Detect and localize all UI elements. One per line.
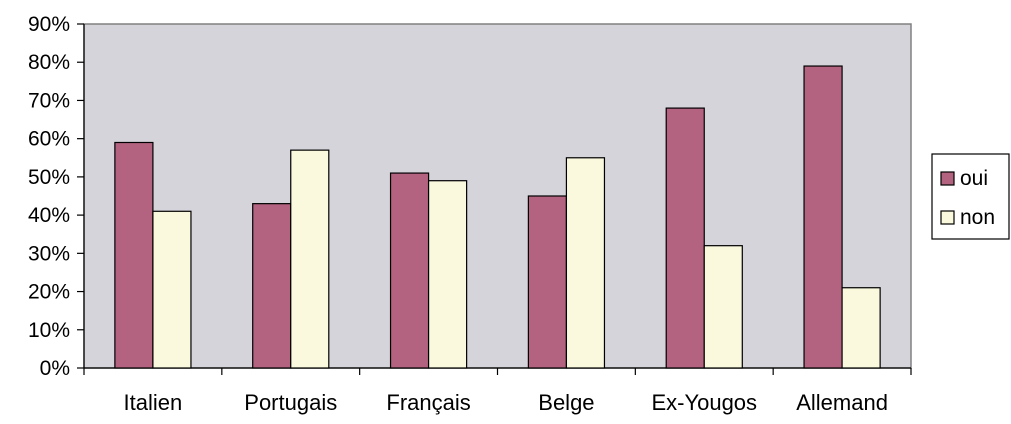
bar-oui-0 <box>114 141 154 369</box>
y-tick-label: 40% <box>28 204 70 227</box>
legend-swatch-non <box>940 210 955 225</box>
y-tick-label: 70% <box>28 89 70 112</box>
x-category-label: Belge <box>538 390 594 415</box>
x-category-label: Allemand <box>796 390 888 415</box>
bar-non-1 <box>290 149 330 369</box>
y-tick-label: 90% <box>28 13 70 36</box>
bar-non-2 <box>427 180 468 369</box>
y-tick-label: 80% <box>28 51 70 74</box>
bar-oui-5 <box>803 65 843 369</box>
bar-non-5 <box>841 287 881 369</box>
x-category-label: Italien <box>124 390 183 415</box>
legend-label: non <box>960 206 995 229</box>
bar-oui-3 <box>527 195 568 369</box>
bar-oui-4 <box>665 107 705 369</box>
x-category-label: Français <box>386 390 470 415</box>
x-category-label: Ex-Yougos <box>651 390 757 415</box>
y-tick-label: 20% <box>28 281 70 304</box>
y-tick-label: 60% <box>28 128 70 151</box>
bar-oui-2 <box>389 172 430 369</box>
y-tick-label: 0% <box>40 357 70 380</box>
y-tick-label: 50% <box>28 166 70 189</box>
legend-box <box>931 153 1010 240</box>
legend-label: oui <box>960 167 988 190</box>
plot-area <box>83 23 912 369</box>
y-tick-label: 30% <box>28 242 70 265</box>
bar-non-0 <box>152 210 192 369</box>
bar-oui-1 <box>252 203 292 369</box>
bar-non-3 <box>565 157 606 369</box>
bar-non-4 <box>703 245 743 369</box>
x-category-label: Portugais <box>244 390 337 415</box>
legend-swatch-oui <box>940 171 955 186</box>
y-tick-label: 10% <box>28 319 70 342</box>
